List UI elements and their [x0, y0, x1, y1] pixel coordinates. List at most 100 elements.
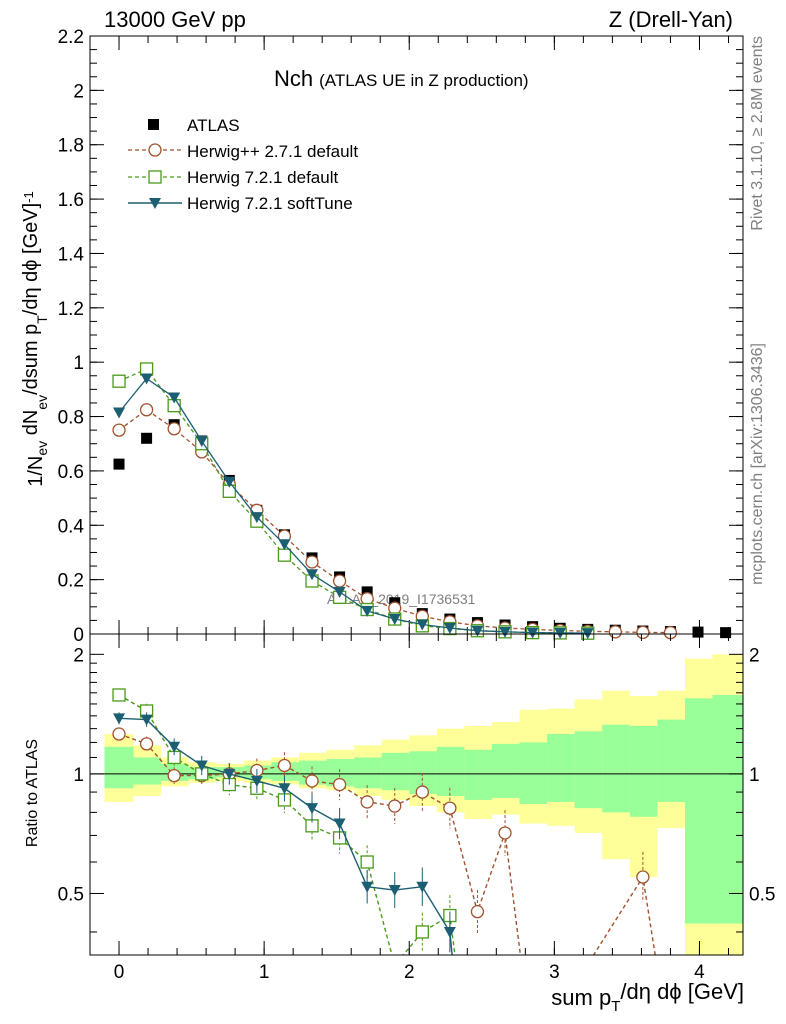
herwig7-default-point — [277, 548, 292, 562]
ratio-y-tick-label-right: 1 — [749, 765, 760, 786]
ratio-herwig7-softtune-point — [388, 885, 401, 897]
legend-marker-herwig7-softtune — [149, 198, 161, 209]
herwigpp-point — [360, 592, 374, 606]
herwig7-softtune-point — [140, 373, 153, 385]
y-tick-label: 0.2 — [58, 571, 84, 592]
ratio-herwigpp-point — [636, 870, 650, 884]
ratio-herwig7-softtune-point — [361, 881, 374, 893]
plot-title-main: Nch — [274, 66, 313, 91]
herwigpp-point — [167, 422, 181, 436]
ratio-herwigpp-point — [112, 727, 126, 741]
ratio-herwigpp-point — [415, 785, 429, 799]
legend-entry-herwig7-default: Herwig 7.2.1 default — [128, 168, 338, 187]
y-label-part: ev — [34, 441, 50, 456]
main-y-axis-label: 1/Nev dNev/dsum pT/dη dϕ [GeV]-1 — [20, 191, 50, 487]
series-line — [118, 377, 588, 634]
legend-label-herwig7-softtune: Herwig 7.2.1 softTune — [187, 194, 353, 213]
atlas-data-point — [113, 458, 125, 470]
green-band-bin — [547, 734, 575, 802]
ratio-y-tick-label: 2 — [73, 645, 84, 666]
herwig7-softtune-point — [499, 626, 512, 638]
ratio-herwigpp-point — [139, 737, 154, 751]
legend-label-herwigpp: Herwig++ 2.7.1 default — [187, 142, 358, 161]
plot-subtitle: (ATLAS UE in Z production) — [319, 71, 528, 90]
y-tick-label: 1 — [73, 353, 84, 374]
main-panel: 00.20.40.60.811.21.41.61.822.2 ATLAS_201… — [20, 27, 744, 646]
herwigpp-point — [332, 574, 347, 588]
series-line — [118, 409, 671, 634]
ratio-herwig7-softtune-point — [278, 783, 291, 795]
ratio-series-line — [118, 717, 453, 955]
herwig7-default-point — [112, 374, 126, 388]
herwig7-softtune-point — [223, 476, 236, 488]
x-tick-label: 1 — [259, 962, 270, 983]
ratio-herwigpp-point — [332, 777, 347, 792]
y-tick-label: 2.2 — [58, 27, 84, 48]
herwigpp-point — [388, 601, 402, 615]
x-tick-label: 3 — [549, 962, 560, 983]
herwigpp-point — [608, 625, 622, 639]
y-label-part: 1/N — [25, 456, 47, 487]
ratio-herwig7-softtune-point — [168, 741, 181, 753]
y-tick-label: 2 — [73, 81, 84, 102]
ratio-herwigpp-point — [498, 826, 512, 840]
ratio-herwig7-softtune-point — [306, 803, 319, 815]
x-tick-label: 2 — [404, 962, 415, 983]
green-band-bin — [629, 725, 658, 817]
herwig7-softtune-point — [416, 619, 429, 631]
ratio-panel: 0.5 0.5 1 1 2 2 0 1 2 3 4 Ratio to ATLAS sum pT/dη… — [24, 633, 775, 1015]
y-tick-label: 1.2 — [58, 299, 84, 320]
ratio-y-tick-label-right: 2 — [749, 645, 760, 666]
legend-marker-herwig7-default — [148, 170, 162, 184]
y-label-part: -1 — [21, 191, 36, 203]
plot-title: Nch (ATLAS UE in Z production) — [274, 66, 529, 91]
x-label-part: /dη dϕ [GeV] — [620, 979, 744, 1004]
green-band-bin — [354, 757, 382, 789]
green-band-bin — [133, 757, 162, 785]
ratio-axes: 0.5 0.5 1 1 2 2 0 1 2 3 4 — [58, 634, 775, 983]
y-tick-label: 0.4 — [58, 516, 85, 537]
ratio-herwig7-softtune-point — [140, 714, 153, 726]
ratio-y-axis-label: Ratio to ATLAS — [24, 739, 41, 847]
y-tick-label: 0 — [73, 625, 84, 646]
ratio-herwigpp-point — [305, 774, 319, 788]
green-band-bin — [684, 698, 713, 924]
herwig7-default-point — [139, 362, 154, 376]
green-band-bin — [464, 749, 492, 800]
green-band-bin — [574, 731, 603, 809]
ratio-series-2 — [113, 712, 456, 955]
herwig7-softtune-point — [333, 586, 346, 598]
ratio-y-tick-label: 0.5 — [58, 884, 84, 905]
energy-label: 13000 GeV pp — [104, 7, 246, 32]
x-tick-label: 0 — [114, 962, 125, 983]
ratio-herwig7-softtune-point — [195, 760, 208, 772]
legend-entry-herwigpp: Herwig++ 2.7.1 default — [128, 142, 358, 161]
herwig7-softtune-point — [361, 605, 374, 617]
herwig7-softtune-point — [388, 614, 401, 626]
ratio-herwig7-default-point — [112, 688, 126, 702]
herwigpp-point — [305, 555, 319, 569]
ratio-herwig7-softtune-point — [443, 926, 456, 938]
ratio-herwig7-softtune-point — [250, 775, 263, 787]
legend-marker-atlas — [148, 119, 159, 130]
y-label-part: T — [34, 315, 50, 324]
legend-label-atlas: ATLAS — [187, 116, 240, 135]
ratio-y-tick-label-right: 0.5 — [749, 884, 775, 905]
y-label-part: ev — [34, 395, 50, 410]
ratio-y-tick-label: 1 — [73, 765, 84, 786]
herwigpp-point — [636, 625, 650, 640]
herwigpp-point — [112, 423, 126, 437]
y-tick-label: 0.8 — [58, 408, 84, 429]
x-tick-label: 4 — [694, 962, 705, 983]
y-label-part: dN — [20, 410, 42, 441]
ratio-herwig7-softtune-point — [223, 768, 236, 780]
mcplots-label: mcplots.cern.ch [arXiv:1306.3436] — [749, 343, 766, 585]
green-band-bin — [657, 719, 685, 802]
herwig7-softtune-point — [306, 569, 319, 581]
y-tick-label: 1.6 — [58, 190, 84, 211]
herwig7-softtune-point — [250, 512, 263, 524]
main-plot-data — [112, 362, 732, 640]
herwig7-softtune-point — [443, 623, 456, 635]
green-band-bin — [712, 694, 743, 924]
herwig7-softtune-point — [195, 436, 208, 448]
